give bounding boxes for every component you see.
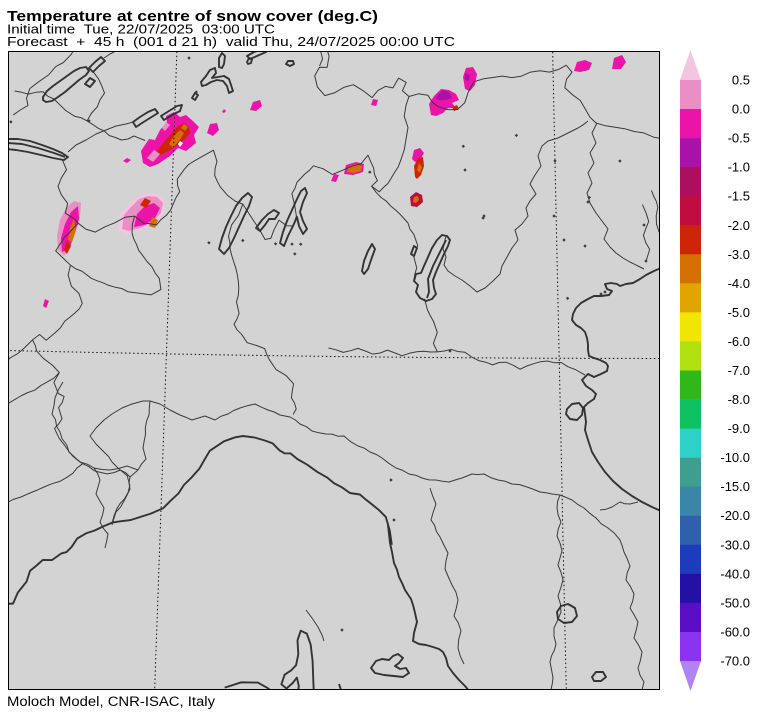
svg-text:-0.5: -0.5 [728, 131, 750, 146]
svg-text:Moloch Model, CNR-ISAC, Italy: Moloch Model, CNR-ISAC, Italy [7, 694, 215, 709]
svg-text:-9.0: -9.0 [728, 421, 750, 436]
svg-text:-1.0: -1.0 [728, 160, 750, 175]
svg-text:-4.0: -4.0 [728, 276, 750, 291]
svg-text:-70.0: -70.0 [720, 654, 750, 669]
svg-text:-1.5: -1.5 [728, 189, 750, 204]
svg-text:-30.0: -30.0 [720, 537, 750, 552]
svg-text:Temperature at centre of snow: Temperature at centre of snow cover (deg… [7, 8, 378, 25]
svg-text:-3.0: -3.0 [728, 247, 750, 262]
svg-text:-8.0: -8.0 [728, 392, 750, 407]
svg-text:-6.0: -6.0 [728, 334, 750, 349]
svg-text:-60.0: -60.0 [720, 625, 750, 640]
svg-text:-20.0: -20.0 [720, 508, 750, 523]
svg-text:-10.0: -10.0 [720, 450, 750, 465]
svg-text:Initial time Tue, 22/07/2025: Initial time Tue, 22/07/2025 03:00 UTC [7, 23, 275, 37]
svg-text:-50.0: -50.0 [720, 595, 750, 610]
svg-text:-15.0: -15.0 [720, 479, 750, 494]
svg-text:Forecast + 45 h (001 d 21 h: Forecast + 45 h (001 d 21 h) valid Thu, … [7, 35, 455, 49]
svg-text:-7.0: -7.0 [728, 363, 750, 378]
svg-text:0.0: 0.0 [732, 102, 750, 117]
svg-text:-40.0: -40.0 [720, 566, 750, 581]
svg-text:-5.0: -5.0 [728, 305, 750, 320]
svg-text:0.5: 0.5 [732, 73, 750, 88]
svg-text:-2.0: -2.0 [728, 218, 750, 233]
